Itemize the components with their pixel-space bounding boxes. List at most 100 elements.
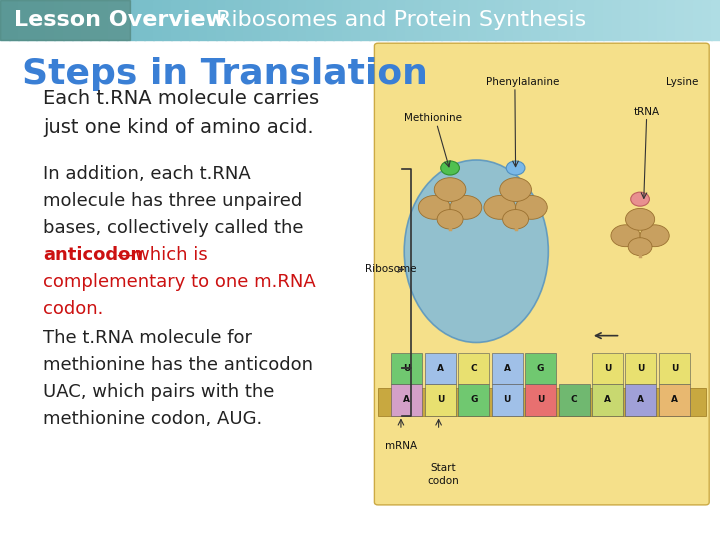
Bar (468, 0, 478, 40)
Text: In addition, each t.RNA: In addition, each t.RNA (43, 165, 251, 183)
Bar (576, 0, 586, 40)
Text: Phenylalanine: Phenylalanine (486, 77, 559, 87)
Circle shape (516, 195, 547, 219)
Circle shape (437, 210, 463, 229)
Bar (153, 0, 163, 40)
Text: mRNA: mRNA (384, 441, 417, 450)
Circle shape (450, 195, 482, 219)
Bar (659, 384, 690, 415)
Text: Lysine: Lysine (666, 77, 698, 87)
Bar (81, 0, 91, 40)
Text: anticodon: anticodon (43, 246, 143, 264)
Bar (99, 0, 109, 40)
Bar (603, 0, 613, 40)
Bar (425, 354, 456, 384)
Bar (711, 0, 720, 40)
Bar (171, 0, 181, 40)
Bar (477, 0, 487, 40)
Bar (612, 0, 622, 40)
Bar (504, 0, 514, 40)
Bar (458, 384, 490, 415)
Bar (63, 0, 73, 40)
Text: A: A (504, 364, 510, 374)
Text: just one kind of amino acid.: just one kind of amino acid. (43, 118, 314, 137)
Bar (117, 0, 127, 40)
Text: U: U (403, 364, 410, 374)
Bar (492, 384, 523, 415)
Bar (234, 0, 245, 40)
Bar (549, 0, 559, 40)
Circle shape (631, 192, 649, 206)
Bar (675, 0, 685, 40)
Text: methionine has the anticodon: methionine has the anticodon (43, 356, 313, 374)
Bar (144, 0, 154, 40)
Bar (495, 0, 505, 40)
Text: Ribosome: Ribosome (365, 265, 416, 274)
Bar (252, 0, 262, 40)
Bar (126, 0, 137, 40)
Bar (297, 0, 307, 40)
Bar (306, 0, 317, 40)
Bar (414, 0, 424, 40)
Bar (162, 0, 173, 40)
Bar (486, 0, 497, 40)
Bar (450, 0, 461, 40)
Bar (387, 0, 397, 40)
Text: methionine codon, AUG.: methionine codon, AUG. (43, 410, 263, 428)
Circle shape (441, 161, 459, 175)
Bar (432, 0, 442, 40)
Circle shape (503, 210, 528, 229)
Bar (626, 354, 657, 384)
Bar (90, 0, 101, 40)
Bar (279, 0, 289, 40)
Bar (135, 0, 145, 40)
Text: U: U (436, 395, 444, 404)
Bar (0, 0, 130, 40)
Circle shape (628, 238, 652, 255)
Text: Lesson Overview: Lesson Overview (14, 10, 227, 30)
Bar (459, 0, 469, 40)
Bar (405, 0, 415, 40)
Text: C: C (571, 395, 577, 404)
Text: C: C (470, 364, 477, 374)
Bar (243, 0, 253, 40)
Bar (189, 0, 199, 40)
Text: Start
codon: Start codon (428, 463, 459, 486)
Bar (207, 0, 217, 40)
Bar (531, 0, 541, 40)
Text: U: U (537, 395, 544, 404)
Text: G: G (537, 364, 544, 374)
Bar (559, 384, 590, 415)
Bar (425, 384, 456, 415)
Ellipse shape (404, 160, 549, 342)
Bar (648, 0, 658, 40)
Bar (513, 0, 523, 40)
Text: U: U (503, 395, 511, 404)
Bar (18, 0, 29, 40)
Bar (525, 384, 556, 415)
Bar (626, 384, 657, 415)
Bar (108, 0, 119, 40)
Circle shape (434, 178, 466, 201)
Text: Steps in Translation: Steps in Translation (22, 57, 428, 91)
Bar (458, 354, 490, 384)
Text: U: U (670, 364, 678, 374)
Text: codon.: codon. (43, 300, 104, 318)
Bar (684, 0, 694, 40)
Text: bases, collectively called the: bases, collectively called the (43, 219, 304, 237)
Bar (621, 0, 631, 40)
Bar (441, 0, 451, 40)
Text: The t.RNA molecule for: The t.RNA molecule for (43, 329, 252, 347)
Text: tRNA: tRNA (634, 106, 660, 117)
Bar (592, 384, 623, 415)
Bar (702, 0, 712, 40)
Bar (567, 0, 577, 40)
Bar (315, 0, 325, 40)
Text: Ribosomes and Protein Synthesis: Ribosomes and Protein Synthesis (216, 10, 586, 30)
Circle shape (500, 178, 531, 201)
Bar (666, 0, 677, 40)
Bar (360, 0, 370, 40)
Bar (423, 0, 433, 40)
Bar (261, 0, 271, 40)
Bar (657, 0, 667, 40)
